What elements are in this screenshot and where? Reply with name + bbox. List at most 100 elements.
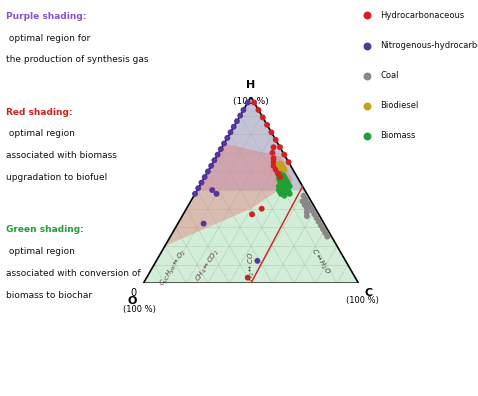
Point <box>282 176 289 182</box>
Point <box>276 174 284 180</box>
Point <box>286 183 293 190</box>
Text: the production of synthesis gas: the production of synthesis gas <box>6 55 148 65</box>
Text: (100 %): (100 %) <box>123 305 155 314</box>
Point <box>276 177 284 184</box>
Text: associated with biomass: associated with biomass <box>6 151 117 160</box>
Text: optimal region for: optimal region for <box>6 34 90 43</box>
Point <box>363 12 371 19</box>
Point <box>304 200 312 206</box>
Point <box>195 185 202 191</box>
Point <box>239 107 247 113</box>
Point <box>315 219 323 225</box>
Point <box>324 234 331 240</box>
Point <box>275 161 283 167</box>
Point <box>275 176 283 182</box>
Point <box>244 99 251 106</box>
Text: associated with conversion of: associated with conversion of <box>6 269 141 278</box>
Point <box>276 189 284 195</box>
Point <box>223 135 231 141</box>
Point <box>268 129 275 135</box>
Point <box>303 213 311 219</box>
Point <box>308 208 316 214</box>
Point <box>275 183 283 190</box>
Point <box>279 165 287 171</box>
Point <box>263 122 271 128</box>
Point <box>233 118 241 124</box>
Point <box>277 179 285 186</box>
Point <box>313 215 320 221</box>
Point <box>277 176 285 182</box>
Point <box>282 177 290 184</box>
Point <box>210 157 218 164</box>
Text: C: C <box>365 287 373 297</box>
Point <box>248 211 256 217</box>
Point <box>363 42 371 49</box>
Point <box>204 168 212 175</box>
Point <box>317 222 325 228</box>
Polygon shape <box>197 97 305 190</box>
Point <box>281 152 288 158</box>
Point <box>277 187 285 193</box>
Point <box>236 112 244 119</box>
Point <box>275 187 283 193</box>
Point <box>282 185 290 191</box>
Text: H: H <box>246 80 256 90</box>
Point <box>276 185 284 191</box>
Point <box>272 166 280 173</box>
Point <box>217 146 225 152</box>
Point <box>278 163 286 169</box>
Point <box>269 150 276 156</box>
Text: $C\leftrightarrow H_2O$: $C\leftrightarrow H_2O$ <box>308 247 332 277</box>
Point <box>270 163 277 169</box>
Point <box>278 189 286 195</box>
Text: (100 %): (100 %) <box>233 97 269 106</box>
Point <box>284 179 292 186</box>
Text: O: O <box>128 296 137 306</box>
Polygon shape <box>165 143 293 246</box>
Text: Hydrocarbonaceous: Hydrocarbonaceous <box>380 11 464 20</box>
Point <box>363 133 371 139</box>
Point <box>220 140 228 147</box>
Point <box>258 206 266 212</box>
Point <box>282 183 289 190</box>
Point <box>276 163 284 169</box>
Text: $C_{yC}H_{yH}\leftrightarrow O_2$: $C_{yC}H_{yH}\leftrightarrow O_2$ <box>157 248 190 289</box>
Polygon shape <box>143 97 358 283</box>
Point <box>277 165 285 171</box>
Text: Biomass: Biomass <box>380 131 415 140</box>
Point <box>279 179 287 186</box>
Point <box>283 183 291 190</box>
Point <box>227 129 234 135</box>
Point <box>303 209 311 215</box>
Point <box>319 226 327 232</box>
Point <box>301 202 309 208</box>
Point <box>270 155 277 162</box>
Point <box>282 187 289 193</box>
Point <box>321 230 329 236</box>
Point <box>285 181 293 188</box>
Text: Nitrogenous-hydrocarbonace...: Nitrogenous-hydrocarbonace... <box>380 41 478 50</box>
Point <box>281 185 288 191</box>
Point <box>278 181 286 188</box>
Point <box>281 181 288 188</box>
Point <box>255 107 262 113</box>
Point <box>278 170 286 177</box>
Point <box>282 181 290 188</box>
Point <box>281 174 288 180</box>
Point <box>270 159 277 165</box>
Point <box>279 172 287 178</box>
Point <box>244 274 251 281</box>
Point <box>286 190 293 197</box>
Point <box>285 159 293 165</box>
Point <box>259 114 267 121</box>
Point <box>275 172 283 178</box>
Point <box>276 174 284 180</box>
Point <box>214 152 221 158</box>
Point <box>253 258 261 264</box>
Text: optimal region: optimal region <box>6 247 75 256</box>
Text: upgradation to biofuel: upgradation to biofuel <box>6 173 107 182</box>
Point <box>277 161 285 167</box>
Point <box>274 170 282 177</box>
Point <box>279 183 287 190</box>
Point <box>276 185 284 191</box>
